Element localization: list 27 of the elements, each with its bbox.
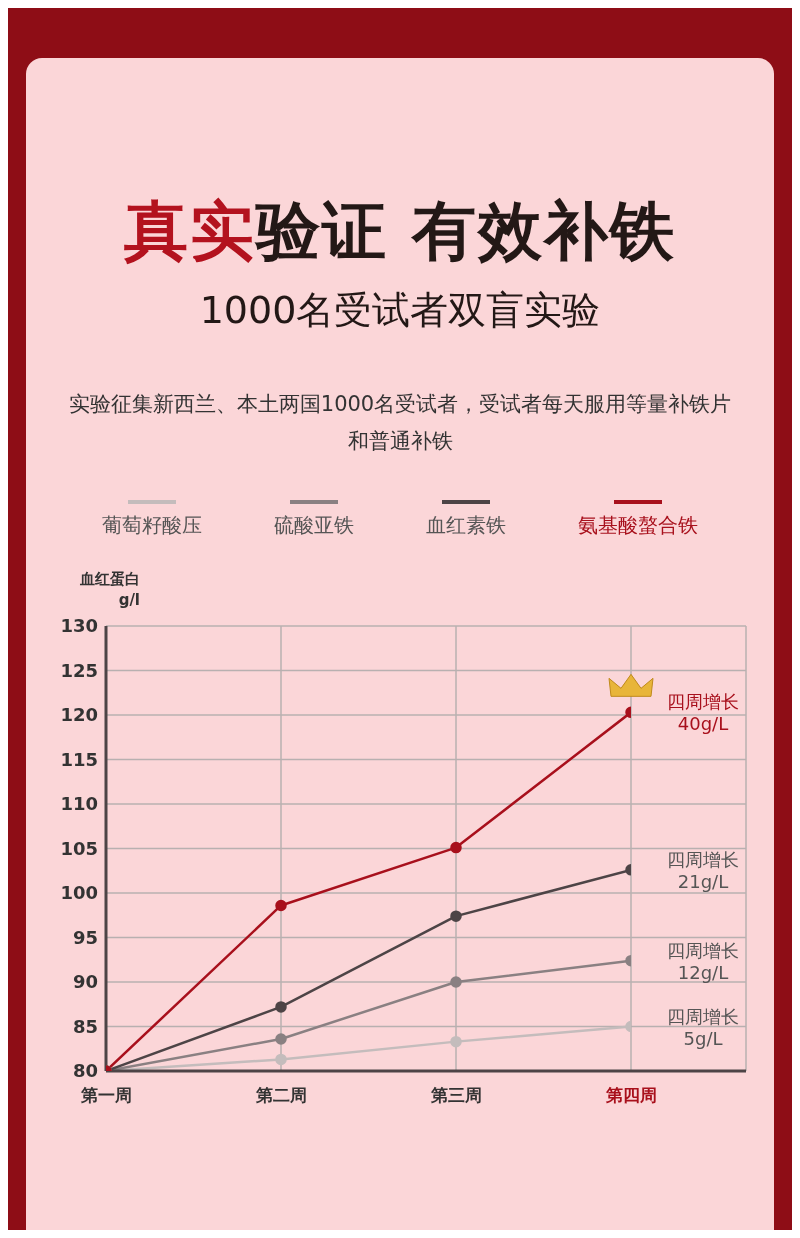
x-tick-label: 第二周 [254,1084,307,1105]
y-tick-label: 90 [72,970,98,992]
y-tick-label: 80 [72,1059,98,1081]
y-tick-label: 130 [60,614,98,636]
annotation: 四周增长 5g/L [667,1005,739,1048]
y-tick-label: 95 [72,926,98,948]
legend-label: 血红素铁 [426,511,506,539]
y-tick-label: 100 [60,881,98,903]
legend-label: 硫酸亚铁 [274,511,354,539]
y-tick-label: 120 [60,703,98,725]
x-tick-label: 第一周 [79,1084,132,1105]
annotation: 四周增长 40g/L [667,690,739,734]
chart-title: 真实验证 有效补铁 [122,193,678,270]
x-tick-label: 第三周 [429,1084,482,1105]
legend-label: 氨基酸螯合铁 [578,511,698,539]
legend-label: 葡萄籽酸压 [102,511,202,539]
y-tick-label: 110 [60,792,98,814]
chart-subtitle: 1000名受试者双盲实验 [198,287,602,334]
y-tick-label: 85 [72,1015,98,1037]
annotation: 四周增长 21g/L [667,848,739,892]
y-tick-label: 105 [60,837,98,859]
annotation: 四周增长 12g/L [667,939,739,983]
x-tick-label: 第四周 [604,1084,657,1105]
y-axis-title: 血红蛋白 g/l [79,568,140,611]
y-tick-label: 125 [60,659,98,681]
text: 实验征集新西兰、本土两国1000名受试者，受试者每天服用等量补铁片和普通补铁 [67,391,733,455]
y-tick-label: 115 [60,748,98,770]
